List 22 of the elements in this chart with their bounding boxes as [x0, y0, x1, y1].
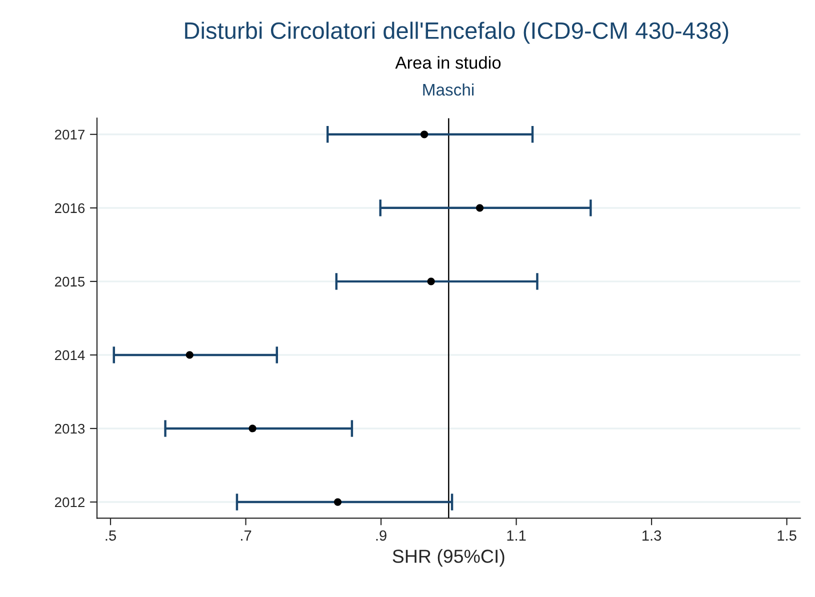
- text: Maschi: [423, 83, 474, 96]
- point: [248, 424, 256, 432]
- y-tick-label: 2013: [54, 424, 85, 434]
- x-tick-label: 1.3: [642, 530, 662, 541]
- chart-subtitle: Area in studio: [395, 56, 501, 69]
- y-tick-label: 2014: [54, 350, 85, 360]
- y-tick-label: 2016: [54, 203, 85, 214]
- x-tick-label: .9: [376, 530, 386, 541]
- x-axis-title: SHR (95%CI): [392, 549, 504, 567]
- y-tick-label: 2012: [54, 497, 84, 508]
- point: [334, 498, 342, 506]
- point: [186, 351, 194, 359]
- y-tick-label: 2017: [54, 130, 84, 140]
- point: [420, 130, 428, 138]
- x-tick-label: .7: [241, 530, 252, 541]
- y-tick-label: 2015: [54, 276, 85, 287]
- point: [476, 204, 484, 212]
- x-tick-label: .5: [106, 530, 116, 541]
- x-tick-label: 1.5: [778, 530, 796, 541]
- point: [427, 278, 435, 286]
- chart-title: Disturbi Circolatori dell'Encefalo (ICD9-CM 430-438): [185, 22, 728, 44]
- x-tick-label: 1.1: [507, 530, 526, 541]
